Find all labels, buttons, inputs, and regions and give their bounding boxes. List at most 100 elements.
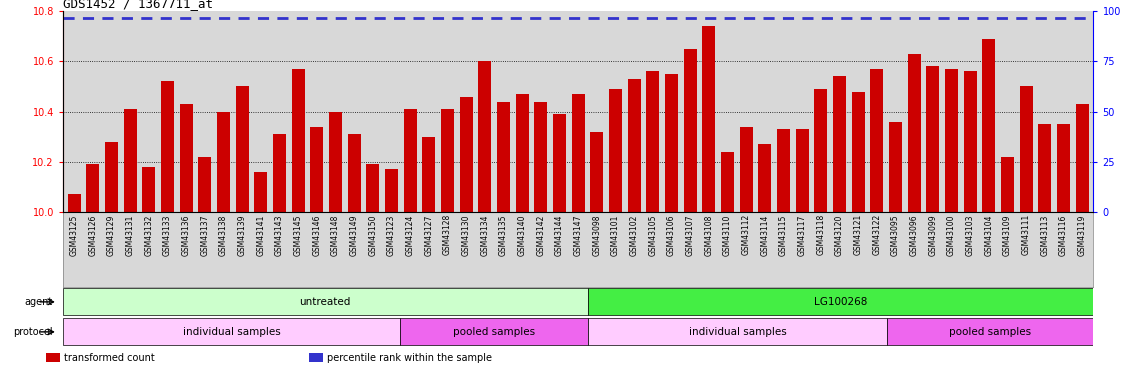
Text: GSM43122: GSM43122 bbox=[872, 214, 882, 255]
Text: GSM43141: GSM43141 bbox=[256, 214, 266, 255]
Bar bbox=[292, 69, 305, 212]
Text: GSM43128: GSM43128 bbox=[443, 214, 452, 255]
Bar bbox=[310, 127, 323, 212]
Bar bbox=[68, 194, 80, 212]
Bar bbox=[814, 89, 828, 212]
Text: GSM43144: GSM43144 bbox=[555, 214, 564, 256]
Bar bbox=[63, 288, 587, 315]
Text: GSM43134: GSM43134 bbox=[481, 214, 489, 256]
Bar bbox=[740, 127, 752, 212]
Text: protocol: protocol bbox=[13, 327, 53, 337]
Text: GSM43123: GSM43123 bbox=[387, 214, 396, 255]
Bar bbox=[198, 157, 212, 212]
Bar bbox=[404, 109, 417, 212]
Bar bbox=[459, 96, 473, 212]
Bar bbox=[627, 79, 641, 212]
Bar bbox=[515, 94, 529, 212]
Text: individual samples: individual samples bbox=[688, 327, 787, 337]
Text: GSM43149: GSM43149 bbox=[349, 214, 358, 256]
Text: LG100268: LG100268 bbox=[814, 297, 867, 307]
Bar bbox=[348, 134, 361, 212]
Text: GSM43142: GSM43142 bbox=[536, 214, 545, 255]
Text: GSM43120: GSM43120 bbox=[835, 214, 844, 255]
Text: GSM43148: GSM43148 bbox=[331, 214, 340, 255]
Bar bbox=[553, 114, 566, 212]
Text: GSM43140: GSM43140 bbox=[518, 214, 527, 256]
Bar bbox=[777, 129, 790, 212]
Text: GSM43137: GSM43137 bbox=[200, 214, 210, 256]
Bar bbox=[497, 102, 510, 212]
Text: GDS1452 / 1367711_at: GDS1452 / 1367711_at bbox=[63, 0, 213, 10]
Bar bbox=[964, 71, 977, 212]
Bar bbox=[401, 318, 587, 345]
Text: GSM43135: GSM43135 bbox=[499, 214, 508, 256]
Bar bbox=[609, 89, 622, 212]
Text: GSM43126: GSM43126 bbox=[88, 214, 97, 255]
Bar bbox=[309, 352, 323, 362]
Bar bbox=[587, 318, 887, 345]
Text: GSM43143: GSM43143 bbox=[275, 214, 284, 256]
Text: GSM43108: GSM43108 bbox=[704, 214, 713, 255]
Text: GSM43101: GSM43101 bbox=[611, 214, 621, 255]
Text: GSM43119: GSM43119 bbox=[1077, 214, 1087, 255]
Text: GSM43136: GSM43136 bbox=[182, 214, 191, 256]
Text: GSM43105: GSM43105 bbox=[648, 214, 657, 256]
Text: transformed count: transformed count bbox=[64, 352, 155, 363]
Bar bbox=[571, 94, 585, 212]
Bar bbox=[721, 152, 734, 212]
Bar bbox=[1039, 124, 1051, 212]
Text: GSM43099: GSM43099 bbox=[929, 214, 938, 256]
Text: GSM43109: GSM43109 bbox=[1003, 214, 1012, 256]
Text: GSM43131: GSM43131 bbox=[126, 214, 135, 255]
Text: GSM43111: GSM43111 bbox=[1021, 214, 1030, 255]
Bar bbox=[908, 54, 921, 212]
Text: GSM43133: GSM43133 bbox=[163, 214, 172, 256]
Text: GSM43103: GSM43103 bbox=[965, 214, 974, 256]
Bar bbox=[254, 172, 268, 212]
Text: GSM43129: GSM43129 bbox=[106, 214, 116, 255]
Bar bbox=[647, 71, 660, 212]
Bar bbox=[945, 69, 958, 212]
Bar bbox=[441, 109, 455, 212]
Text: GSM43139: GSM43139 bbox=[238, 214, 246, 256]
Text: GSM43102: GSM43102 bbox=[630, 214, 639, 255]
Text: GSM43150: GSM43150 bbox=[369, 214, 378, 256]
Text: GSM43100: GSM43100 bbox=[947, 214, 956, 256]
Text: GSM43117: GSM43117 bbox=[798, 214, 807, 255]
Bar bbox=[86, 164, 100, 212]
Bar bbox=[124, 109, 136, 212]
Text: GSM43138: GSM43138 bbox=[219, 214, 228, 255]
Text: GSM43112: GSM43112 bbox=[742, 214, 751, 255]
Text: untreated: untreated bbox=[300, 297, 352, 307]
Text: GSM43132: GSM43132 bbox=[144, 214, 153, 255]
Bar bbox=[887, 318, 1093, 345]
Text: pooled samples: pooled samples bbox=[453, 327, 535, 337]
Bar bbox=[591, 132, 603, 212]
Text: GSM43127: GSM43127 bbox=[425, 214, 433, 255]
Text: GSM43145: GSM43145 bbox=[294, 214, 302, 256]
Text: GSM43113: GSM43113 bbox=[1041, 214, 1050, 255]
Text: agent: agent bbox=[24, 297, 53, 307]
Bar bbox=[142, 167, 156, 212]
Text: GSM43130: GSM43130 bbox=[461, 214, 471, 256]
Bar bbox=[105, 142, 118, 212]
Bar bbox=[366, 164, 379, 212]
Bar bbox=[870, 69, 884, 212]
Bar bbox=[684, 49, 697, 212]
Text: GSM43110: GSM43110 bbox=[724, 214, 732, 255]
Text: individual samples: individual samples bbox=[183, 327, 281, 337]
Bar bbox=[1001, 157, 1014, 212]
Text: GSM43096: GSM43096 bbox=[910, 214, 918, 256]
Text: pooled samples: pooled samples bbox=[949, 327, 1032, 337]
Bar bbox=[889, 122, 902, 212]
Bar bbox=[1020, 87, 1033, 212]
Bar bbox=[63, 318, 401, 345]
Text: GSM43106: GSM43106 bbox=[668, 214, 676, 256]
Bar bbox=[423, 136, 435, 212]
Bar bbox=[236, 87, 248, 212]
Text: GSM43104: GSM43104 bbox=[985, 214, 994, 256]
Bar bbox=[796, 129, 808, 212]
Bar bbox=[1076, 104, 1089, 212]
Text: GSM43098: GSM43098 bbox=[592, 214, 601, 256]
Bar bbox=[982, 39, 995, 212]
